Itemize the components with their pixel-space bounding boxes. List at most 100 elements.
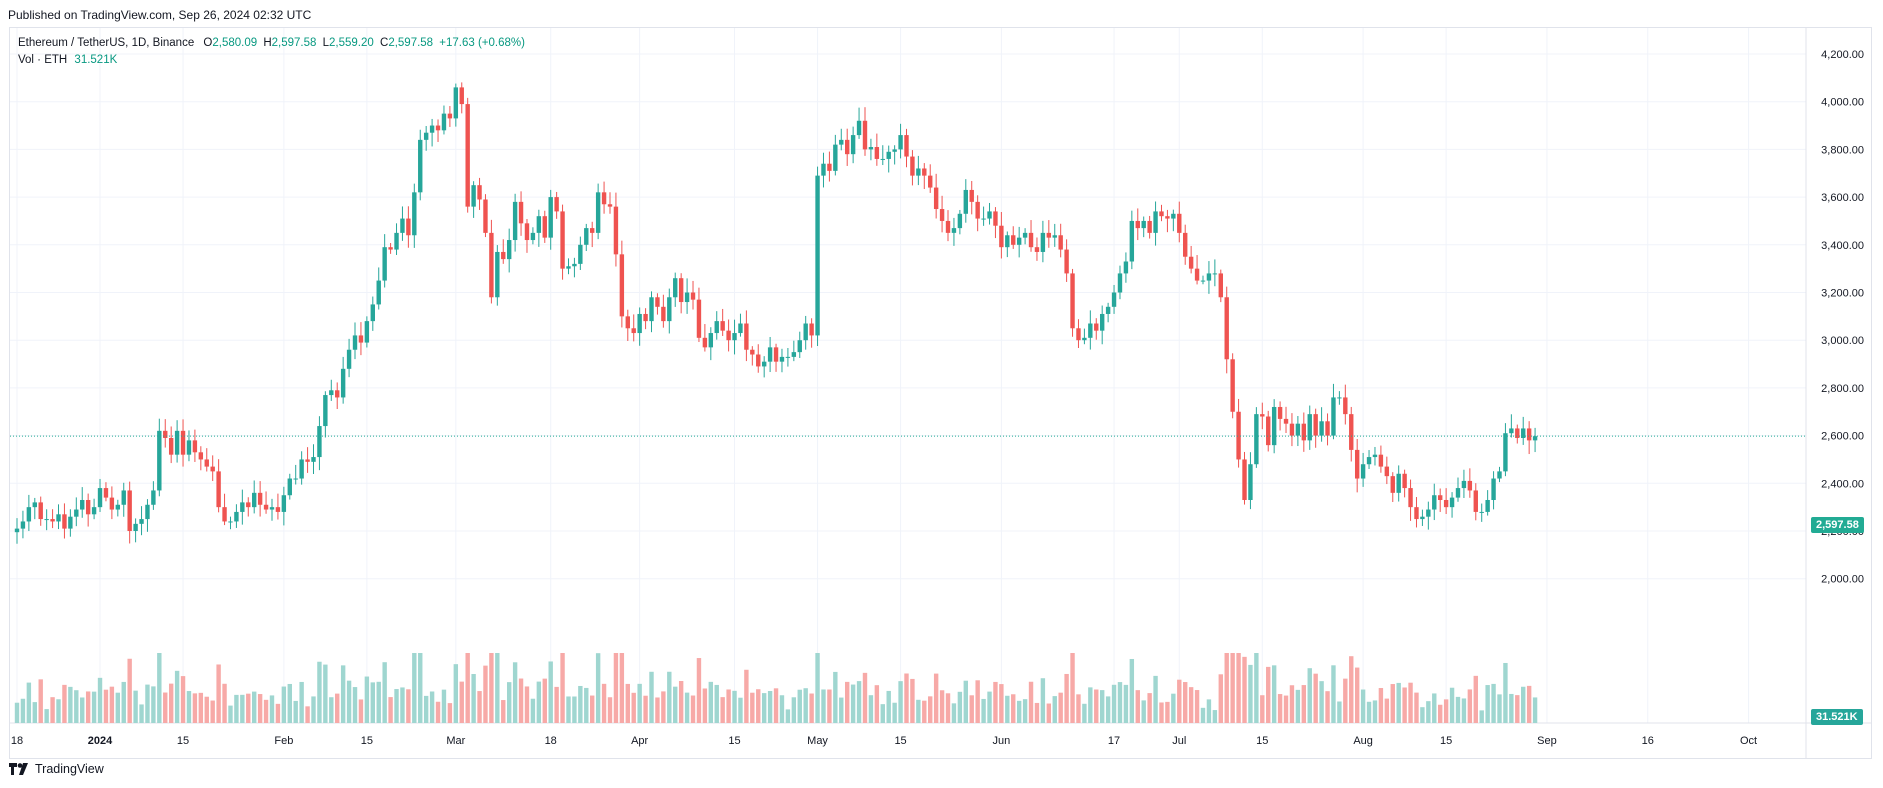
candle[interactable] bbox=[352, 335, 358, 350]
candle[interactable] bbox=[797, 340, 802, 353]
candle[interactable] bbox=[584, 228, 589, 245]
candle[interactable] bbox=[1212, 273, 1218, 275]
candle[interactable] bbox=[186, 440, 192, 455]
candle[interactable] bbox=[32, 502, 37, 508]
candle[interactable] bbox=[702, 337, 708, 348]
candle[interactable] bbox=[453, 87, 459, 119]
candle[interactable] bbox=[335, 390, 340, 398]
candle[interactable] bbox=[821, 163, 826, 176]
candle[interactable] bbox=[56, 514, 61, 522]
candle[interactable] bbox=[1082, 337, 1087, 341]
candle[interactable] bbox=[963, 189, 968, 214]
candle[interactable] bbox=[281, 495, 287, 512]
candle[interactable] bbox=[103, 488, 109, 498]
candle[interactable] bbox=[1105, 306, 1111, 314]
candle[interactable] bbox=[1171, 213, 1176, 219]
candle[interactable] bbox=[471, 185, 476, 207]
candle[interactable] bbox=[370, 304, 375, 322]
candle[interactable] bbox=[1414, 507, 1419, 520]
candle[interactable] bbox=[536, 216, 542, 233]
candle[interactable] bbox=[649, 297, 654, 322]
candle[interactable] bbox=[684, 292, 690, 303]
candle[interactable] bbox=[358, 335, 364, 343]
candle[interactable] bbox=[1497, 471, 1502, 479]
candle[interactable] bbox=[767, 347, 773, 362]
candle[interactable] bbox=[210, 466, 215, 472]
candle[interactable] bbox=[756, 354, 761, 367]
candle[interactable] bbox=[1420, 516, 1425, 520]
candle[interactable] bbox=[133, 523, 138, 531]
candle[interactable] bbox=[115, 504, 121, 510]
candle[interactable] bbox=[62, 514, 67, 529]
candle[interactable] bbox=[1194, 268, 1200, 281]
candle[interactable] bbox=[779, 356, 785, 362]
candle[interactable] bbox=[246, 502, 251, 508]
candle[interactable] bbox=[1117, 273, 1123, 293]
candle[interactable] bbox=[418, 139, 423, 193]
candle[interactable] bbox=[1123, 261, 1129, 274]
candle[interactable] bbox=[1443, 499, 1449, 508]
candle[interactable] bbox=[495, 251, 500, 298]
candle[interactable] bbox=[1467, 480, 1473, 491]
candle[interactable] bbox=[987, 211, 992, 219]
candle[interactable] bbox=[109, 497, 115, 510]
candle[interactable] bbox=[1479, 511, 1484, 513]
candle[interactable] bbox=[180, 430, 186, 455]
candle[interactable] bbox=[1177, 213, 1182, 233]
candle[interactable] bbox=[1040, 232, 1046, 252]
candle[interactable] bbox=[904, 135, 909, 157]
candle[interactable] bbox=[435, 125, 441, 131]
candle[interactable] bbox=[234, 511, 239, 522]
candle[interactable] bbox=[590, 228, 595, 233]
candle[interactable] bbox=[809, 323, 814, 336]
candle[interactable] bbox=[139, 519, 144, 524]
candle[interactable] bbox=[412, 192, 417, 236]
candle[interactable] bbox=[785, 356, 791, 358]
candle[interactable] bbox=[696, 299, 702, 338]
candle[interactable] bbox=[1088, 323, 1093, 338]
candle[interactable] bbox=[969, 189, 974, 202]
candle[interactable] bbox=[1449, 497, 1455, 508]
candle[interactable] bbox=[1230, 359, 1235, 412]
candle[interactable] bbox=[566, 266, 571, 269]
candle[interactable] bbox=[1301, 423, 1307, 441]
candle[interactable] bbox=[951, 228, 957, 233]
candle[interactable] bbox=[945, 220, 951, 233]
candle[interactable] bbox=[886, 151, 891, 159]
candle[interactable] bbox=[441, 113, 447, 131]
candle[interactable] bbox=[1325, 421, 1330, 436]
candle[interactable] bbox=[815, 175, 820, 336]
candle[interactable] bbox=[1461, 480, 1467, 489]
candle[interactable] bbox=[1153, 211, 1158, 233]
candle[interactable] bbox=[26, 507, 32, 522]
candle[interactable] bbox=[252, 492, 257, 508]
candle[interactable] bbox=[1034, 247, 1040, 252]
candle[interactable] bbox=[1254, 414, 1259, 465]
candle[interactable] bbox=[732, 333, 737, 341]
candle[interactable] bbox=[1236, 411, 1241, 460]
candle[interactable] bbox=[1360, 464, 1366, 479]
candle[interactable] bbox=[678, 278, 684, 303]
candle[interactable] bbox=[68, 516, 73, 529]
candle[interactable] bbox=[1426, 509, 1431, 517]
candle[interactable] bbox=[1159, 211, 1164, 217]
candle[interactable] bbox=[346, 349, 352, 369]
candle[interactable] bbox=[957, 213, 963, 229]
candle[interactable] bbox=[773, 347, 779, 362]
candle[interactable] bbox=[761, 361, 767, 367]
candle[interactable] bbox=[1378, 454, 1384, 467]
candle[interactable] bbox=[661, 306, 666, 322]
candle[interactable] bbox=[750, 349, 755, 355]
candle[interactable] bbox=[993, 211, 998, 226]
candle[interactable] bbox=[1402, 473, 1407, 489]
candle[interactable] bbox=[1094, 323, 1099, 331]
candle[interactable] bbox=[916, 168, 921, 176]
candle[interactable] bbox=[1046, 232, 1052, 238]
candle[interactable] bbox=[578, 244, 583, 264]
candle[interactable] bbox=[44, 519, 49, 521]
candle[interactable] bbox=[1076, 328, 1081, 341]
candle[interactable] bbox=[1266, 416, 1271, 446]
candle[interactable] bbox=[382, 247, 387, 281]
candle[interactable] bbox=[501, 251, 506, 260]
candle[interactable] bbox=[1283, 418, 1289, 424]
